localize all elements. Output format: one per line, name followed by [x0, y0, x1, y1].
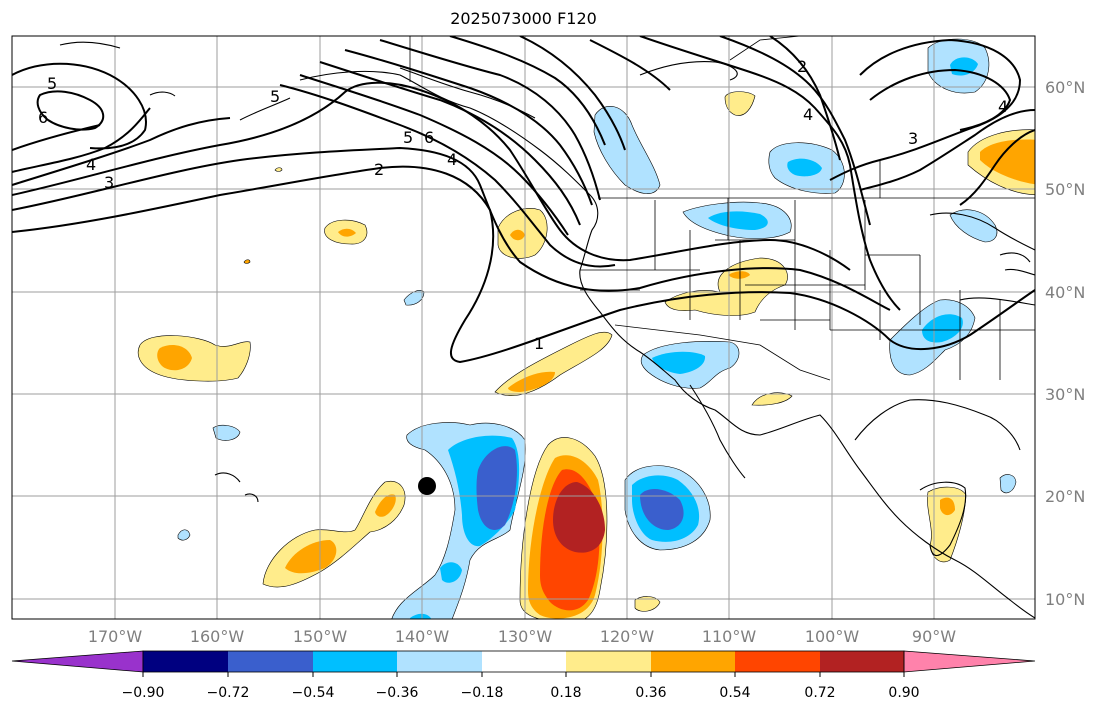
- longitude-label: 170°W: [88, 627, 143, 646]
- colorbar-segment: [651, 651, 735, 672]
- contour-lines: [12, 36, 1035, 364]
- map-frame: [11, 35, 1036, 620]
- colorbar-tick-label: 0.36: [635, 685, 666, 701]
- colorbar-tick-label: −0.36: [376, 685, 419, 701]
- latitude-label: 20°N: [1045, 487, 1085, 506]
- colorbar-segment: [313, 651, 397, 672]
- contour-label: 1: [534, 334, 544, 353]
- contour-label: 4: [998, 97, 1008, 116]
- colorbar-segment: [397, 651, 482, 672]
- longitude-label: 160°W: [190, 627, 245, 646]
- contour-label: 5: [270, 87, 280, 106]
- latitude-axis: 60°N 50°N 40°N 30°N 20°N 10°N: [1045, 78, 1085, 609]
- colorbar-tick-label: 0.90: [888, 685, 919, 701]
- colorbar-tick-label: −0.72: [207, 685, 250, 701]
- colorbar: −0.90 −0.72 −0.54 −0.36 −0.18 0.18 0.36 …: [11, 650, 1036, 701]
- latitude-label: 10°N: [1045, 590, 1085, 609]
- contour-label: 5: [47, 74, 57, 93]
- colorbar-tick-label: −0.54: [292, 685, 335, 701]
- colorbar-tick-label: −0.18: [461, 685, 504, 701]
- latitude-label: 60°N: [1045, 78, 1085, 97]
- colorbar-segment: [735, 651, 820, 672]
- colorbar-segment: [566, 651, 651, 672]
- longitude-label: 150°W: [293, 627, 348, 646]
- political-borders: [409, 36, 1035, 381]
- colorbar-frame: [142, 650, 905, 673]
- contour-label: 5: [403, 128, 413, 147]
- contour-label: 4: [447, 150, 457, 169]
- colorbar-segment: [482, 651, 566, 672]
- contour-label: 6: [424, 128, 434, 147]
- location-marker: [418, 477, 436, 495]
- colorbar-ticks: [142, 672, 905, 677]
- latitude-label: 50°N: [1045, 180, 1085, 199]
- latitude-label: 40°N: [1045, 283, 1085, 302]
- longitude-label: 90°W: [912, 627, 956, 646]
- colorbar-tick-label: 0.18: [550, 685, 581, 701]
- map-background: [12, 36, 1035, 619]
- graticule: [12, 36, 1035, 619]
- contour-label: 3: [908, 129, 918, 148]
- contour-label: 4: [803, 105, 813, 124]
- contour-label: 2: [374, 160, 384, 179]
- colorbar-segment: [143, 651, 228, 672]
- colorbar-segment: [228, 651, 313, 672]
- longitude-label: 100°W: [805, 627, 860, 646]
- latitude-label: 30°N: [1045, 385, 1085, 404]
- longitude-label: 110°W: [702, 627, 757, 646]
- longitude-label: 130°W: [498, 627, 553, 646]
- longitude-axis: 170°W 160°W 150°W 140°W 130°W 120°W 110°…: [88, 627, 956, 646]
- colorbar-segment: [820, 651, 904, 672]
- contour-label: 6: [38, 108, 48, 127]
- contour-label: 4: [86, 155, 96, 174]
- longitude-label: 120°W: [600, 627, 655, 646]
- map-title: 2025073000 F120: [450, 9, 597, 28]
- colorbar-tick-label: 0.54: [719, 685, 750, 701]
- colorbar-extend-high: [903, 650, 1036, 673]
- contour-label: 3: [104, 173, 114, 192]
- contour-label: 2: [797, 57, 807, 76]
- longitude-label: 140°W: [395, 627, 450, 646]
- colorbar-extend-low: [11, 650, 144, 673]
- colorbar-tick-label: −0.90: [122, 685, 165, 701]
- colorbar-tick-label: 0.72: [804, 685, 835, 701]
- contour-label-group: 5 6 4 3 5 6 4 2 1 2 4 3 4 5: [38, 57, 1008, 353]
